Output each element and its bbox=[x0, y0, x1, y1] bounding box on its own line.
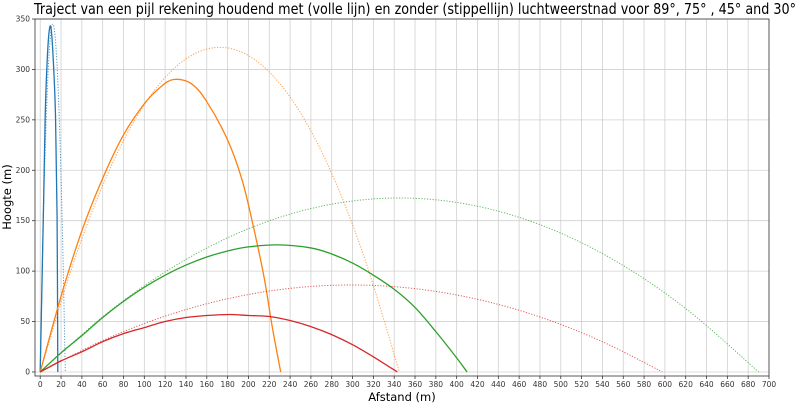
x-tick-label: 440 bbox=[491, 380, 506, 389]
series-45-dotted bbox=[39, 197, 759, 373]
x-tick-label: 280 bbox=[325, 380, 340, 389]
y-tick-label: 200 bbox=[16, 166, 31, 175]
x-tick-label: 200 bbox=[241, 380, 256, 389]
series-75-dotted bbox=[39, 46, 400, 373]
x-tick-label: 520 bbox=[574, 380, 589, 389]
x-tick-label: 220 bbox=[262, 380, 277, 389]
x-tick-label: 160 bbox=[200, 380, 215, 389]
plot-frame bbox=[34, 18, 770, 377]
y-tick-label: 100 bbox=[16, 267, 31, 276]
y-ticks: 0 50 100 150 200 250 300 350 bbox=[16, 15, 35, 376]
y-axis-label: Hoogte (m) bbox=[0, 164, 14, 229]
x-tick-label: 80 bbox=[119, 380, 129, 389]
x-tick-label: 580 bbox=[637, 380, 652, 389]
x-ticks: 0 20 40 60 80 100 120 140 160 180 200 220 240 260 280 3… bbox=[38, 376, 777, 389]
y-tick-label: 350 bbox=[16, 15, 31, 24]
y-tick-label: 150 bbox=[16, 216, 31, 225]
x-tick-label: 600 bbox=[658, 380, 673, 389]
x-tick-label: 120 bbox=[158, 380, 173, 389]
series-89-solid bbox=[39, 25, 59, 372]
series-lines bbox=[39, 23, 759, 373]
x-tick-label: 400 bbox=[449, 380, 464, 389]
x-tick-label: 540 bbox=[595, 380, 610, 389]
x-tick-label: 20 bbox=[56, 380, 66, 389]
grid bbox=[35, 18, 770, 376]
x-tick-label: 660 bbox=[720, 380, 735, 389]
x-tick-label: 560 bbox=[616, 380, 631, 389]
x-tick-label: 620 bbox=[679, 380, 694, 389]
x-tick-label: 40 bbox=[77, 380, 87, 389]
chart-title: Traject van een pijl rekening houdend me… bbox=[33, 0, 796, 18]
x-axis-label: Afstand (m) bbox=[368, 390, 435, 404]
x-tick-label: 680 bbox=[741, 380, 756, 389]
y-tick-label: 0 bbox=[25, 367, 30, 376]
x-tick-label: 0 bbox=[38, 380, 43, 389]
x-tick-label: 260 bbox=[304, 380, 319, 389]
x-tick-label: 100 bbox=[137, 380, 152, 389]
y-tick-label: 300 bbox=[16, 65, 31, 74]
series-30-dotted bbox=[39, 284, 663, 373]
y-tick-label: 50 bbox=[20, 317, 30, 326]
x-tick-label: 340 bbox=[387, 380, 402, 389]
x-tick-label: 360 bbox=[408, 380, 423, 389]
series-89-dotted bbox=[39, 23, 66, 372]
x-tick-label: 380 bbox=[429, 380, 444, 389]
series-75-solid bbox=[39, 78, 282, 373]
x-tick-label: 180 bbox=[220, 380, 235, 389]
x-tick-label: 500 bbox=[554, 380, 569, 389]
x-tick-label: 240 bbox=[283, 380, 298, 389]
x-tick-label: 140 bbox=[179, 380, 194, 389]
y-tick-label: 250 bbox=[16, 115, 31, 124]
x-tick-label: 480 bbox=[533, 380, 548, 389]
series-45-solid bbox=[39, 244, 468, 373]
x-tick-label: 460 bbox=[512, 380, 527, 389]
series-30-solid bbox=[39, 313, 398, 373]
x-tick-label: 320 bbox=[366, 380, 381, 389]
x-tick-label: 300 bbox=[345, 380, 360, 389]
x-tick-label: 60 bbox=[98, 380, 108, 389]
x-tick-label: 640 bbox=[699, 380, 714, 389]
x-tick-label: 420 bbox=[470, 380, 485, 389]
x-tick-label: 700 bbox=[762, 380, 777, 389]
